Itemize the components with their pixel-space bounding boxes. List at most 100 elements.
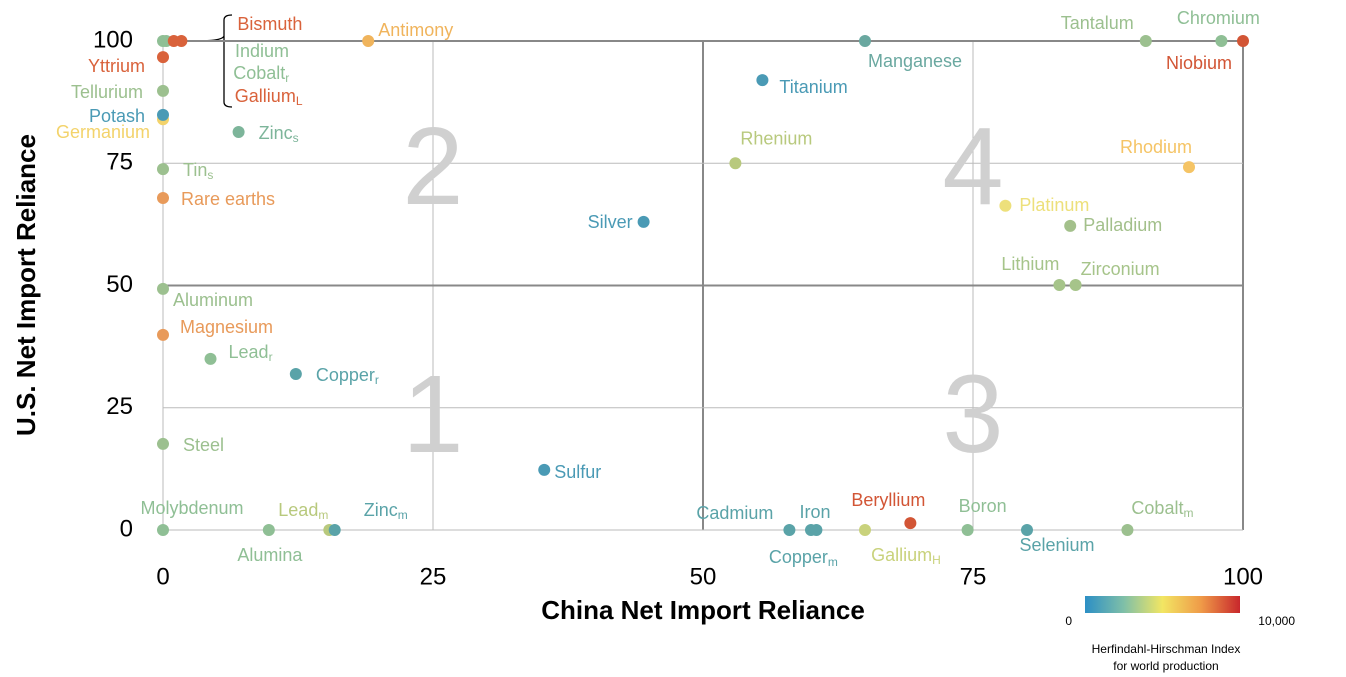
point-label: Platinum xyxy=(1019,195,1089,215)
point-subscript: r xyxy=(269,350,273,364)
point-name: Sulfur xyxy=(554,462,601,482)
point xyxy=(999,199,1012,212)
y-tick-label: 100 xyxy=(93,26,133,53)
bracket xyxy=(185,14,233,108)
point-label: Aluminum xyxy=(173,290,253,310)
point-name: Copper xyxy=(769,547,828,567)
point-label: Yttrium xyxy=(88,56,145,76)
quadrant-label: 2 xyxy=(402,105,463,228)
point-label: Lithium xyxy=(1001,254,1059,274)
point xyxy=(289,368,302,381)
point xyxy=(232,125,245,138)
point xyxy=(1215,35,1228,47)
point-label: Steel xyxy=(183,435,224,455)
point xyxy=(1053,279,1066,292)
point-label: Zirconium xyxy=(1081,259,1160,279)
point-label: Beryllium xyxy=(851,490,925,510)
point xyxy=(1021,524,1033,536)
point-name: Gallium xyxy=(235,86,296,106)
point-name: Platinum xyxy=(1019,195,1089,215)
point-name: Cobalt xyxy=(1131,498,1183,518)
point xyxy=(328,524,341,536)
point-label: Molybdenum xyxy=(140,498,243,518)
point-name: Silver xyxy=(588,212,633,232)
colorbar xyxy=(1085,596,1240,613)
point-label: Zincs xyxy=(259,123,299,145)
point-label: Cobaltm xyxy=(1131,498,1193,520)
point xyxy=(637,215,650,228)
point xyxy=(859,35,871,47)
point-name: Zirconium xyxy=(1081,259,1160,279)
point-name: Selenium xyxy=(1019,535,1094,555)
point-name: Boron xyxy=(959,496,1007,516)
point-subscript: r xyxy=(375,373,379,387)
point xyxy=(157,524,169,536)
point xyxy=(1064,219,1077,232)
x-tick-label: 100 xyxy=(1223,563,1263,590)
point-name: Steel xyxy=(183,435,224,455)
point-name: Zinc xyxy=(364,500,398,520)
point-label: Indium xyxy=(235,41,289,61)
point-name: Cadmium xyxy=(696,503,773,523)
point xyxy=(810,524,823,536)
point-label: GalliumL xyxy=(235,86,303,108)
point-label: Copperr xyxy=(316,365,379,387)
point-subscript: s xyxy=(207,168,213,182)
point-name: Yttrium xyxy=(88,56,145,76)
point-subscript: r xyxy=(285,71,289,85)
point-name: Rare earths xyxy=(181,189,275,209)
point-label: Boron xyxy=(959,496,1007,516)
point-subscript: m xyxy=(828,555,838,569)
point-subscript: L xyxy=(296,94,303,108)
point-label: Potash xyxy=(89,106,145,126)
point-label: Tellurium xyxy=(71,82,143,102)
colorbar-title: for world production xyxy=(1113,659,1218,673)
point-label: Rare earths xyxy=(181,189,275,209)
point-name: Chromium xyxy=(1177,8,1260,28)
point-name: Niobium xyxy=(1166,53,1232,73)
point-subscript: s xyxy=(293,131,299,145)
quadrant-label: 1 xyxy=(402,353,463,476)
point-name: Titanium xyxy=(779,77,847,97)
point-name: Bismuth xyxy=(237,14,302,34)
point-name: Tellurium xyxy=(71,82,143,102)
point-name: Magnesium xyxy=(180,317,273,337)
point xyxy=(783,524,796,536)
colorbar-tick-label: 0 xyxy=(1065,614,1072,628)
point-label: Rhenium xyxy=(740,128,812,148)
point xyxy=(175,35,188,47)
point xyxy=(157,108,169,121)
point-label: Selenium xyxy=(1019,535,1094,555)
quadrant-label: 4 xyxy=(942,105,1003,228)
point-name: Lithium xyxy=(1001,254,1059,274)
point-name: Beryllium xyxy=(851,490,925,510)
y-tick-label: 25 xyxy=(106,393,133,420)
point xyxy=(1121,524,1134,536)
point-name: Antimony xyxy=(378,20,453,40)
colorbar-title: Herfindahl-Hirschman Index xyxy=(1092,642,1241,656)
point-name: Rhenium xyxy=(740,128,812,148)
point-label: Niobium xyxy=(1166,53,1232,73)
point-label: Alumina xyxy=(237,545,303,565)
x-tick-label: 50 xyxy=(690,563,717,590)
point-subscript: m xyxy=(398,508,408,522)
point xyxy=(157,84,169,97)
point-name: Indium xyxy=(235,41,289,61)
point xyxy=(362,35,375,47)
point-label: Cobaltr xyxy=(233,63,289,85)
colorbar-tick-label: 10,000 xyxy=(1258,614,1295,628)
point-label: Rhodium xyxy=(1120,137,1192,157)
point-label: Tantalum xyxy=(1061,13,1134,33)
point-name: Zinc xyxy=(259,123,293,143)
y-tick-label: 0 xyxy=(120,515,133,542)
point-name: Aluminum xyxy=(173,290,253,310)
point-label: Antimony xyxy=(378,20,453,40)
point-label: Germanium xyxy=(56,122,150,142)
point-name: Palladium xyxy=(1083,215,1162,235)
point-name: Copper xyxy=(316,365,375,385)
point xyxy=(157,191,169,204)
point xyxy=(157,328,169,341)
point-name: Manganese xyxy=(868,51,962,71)
point-label: Palladium xyxy=(1083,215,1162,235)
